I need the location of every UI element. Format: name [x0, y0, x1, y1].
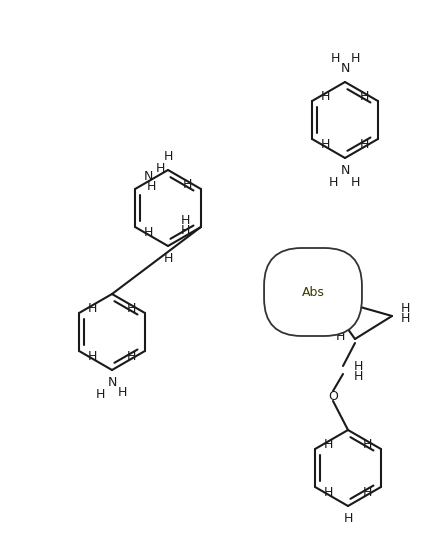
Text: H: H: [117, 386, 127, 399]
Text: H: H: [155, 163, 165, 176]
Text: Abs: Abs: [301, 286, 324, 299]
Text: H: H: [323, 437, 333, 450]
Text: H: H: [330, 53, 340, 65]
Text: H: H: [95, 387, 105, 400]
Text: H: H: [146, 181, 156, 194]
Text: H: H: [144, 226, 153, 238]
Text: H: H: [328, 176, 338, 189]
Text: H: H: [87, 301, 97, 314]
Text: H: H: [181, 225, 190, 238]
Text: H: H: [163, 151, 173, 164]
Text: H: H: [181, 214, 190, 227]
Text: H: H: [323, 485, 333, 498]
Text: N: N: [144, 170, 153, 182]
Text: H: H: [320, 138, 330, 151]
Text: H: H: [350, 176, 359, 189]
Text: O: O: [328, 390, 338, 403]
Text: H: H: [350, 53, 359, 65]
Text: H: H: [353, 361, 363, 374]
Text: H: H: [127, 349, 136, 362]
Text: H: H: [183, 177, 193, 190]
Text: H: H: [363, 437, 372, 450]
Text: H: H: [401, 312, 410, 325]
Text: N: N: [107, 376, 117, 390]
Text: H: H: [353, 370, 363, 384]
Text: H: H: [343, 512, 353, 526]
Text: N: N: [340, 164, 350, 177]
Text: H: H: [335, 330, 345, 343]
Text: H: H: [401, 301, 410, 314]
Text: H: H: [127, 301, 136, 314]
Text: H: H: [163, 252, 173, 265]
Text: H: H: [87, 349, 97, 362]
Text: H: H: [360, 90, 370, 102]
Text: H: H: [363, 485, 372, 498]
Text: H: H: [320, 90, 330, 102]
Text: N: N: [340, 63, 350, 76]
Text: H: H: [360, 138, 370, 151]
